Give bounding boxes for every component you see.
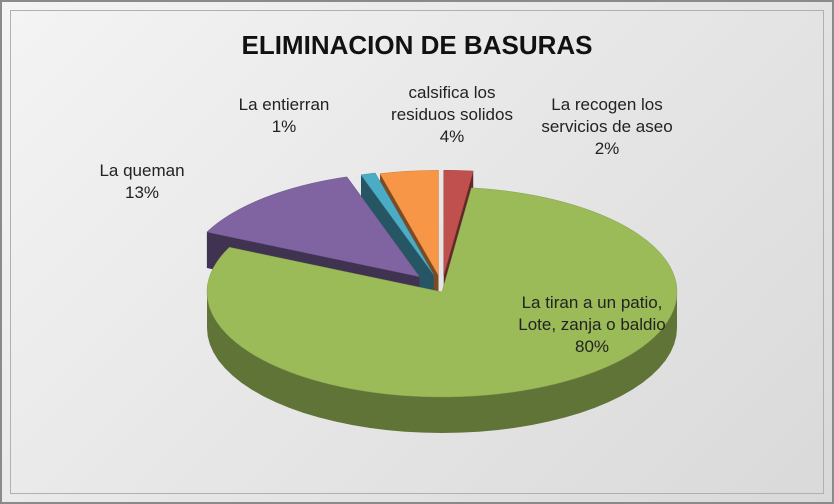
- pie-slice: [379, 170, 439, 277]
- data-label: La queman 13%: [77, 160, 207, 204]
- pie-slice: [443, 169, 474, 276]
- category-label: La recogen los servicios de aseo: [541, 95, 673, 136]
- pie-slice: [206, 176, 421, 278]
- pie-slice: [360, 172, 434, 275]
- value-label: 2%: [594, 139, 620, 158]
- pie-slice: [206, 187, 678, 398]
- slice-side: [207, 292, 677, 433]
- category-label: La entierran: [238, 95, 330, 114]
- data-label: La tiran a un patio, Lote, zanja o baldi…: [512, 292, 672, 358]
- value-label: 80%: [574, 337, 610, 356]
- category-label: La queman: [99, 161, 185, 180]
- category-label: La tiran a un patio, Lote, zanja o baldi…: [518, 293, 666, 334]
- value-label: 1%: [271, 117, 297, 136]
- value-label: 13%: [124, 183, 160, 202]
- chart-title: ELIMINACION DE BASURAS: [241, 30, 593, 60]
- data-label: calsifica los residuos solidos 4%: [377, 82, 527, 148]
- category-label: calsifica los residuos solidos: [391, 83, 513, 124]
- data-label: La recogen los servicios de aseo 2%: [532, 94, 682, 160]
- plot-border: [10, 10, 824, 494]
- value-label: 4%: [439, 127, 465, 146]
- data-label: La entierran 1%: [234, 94, 334, 138]
